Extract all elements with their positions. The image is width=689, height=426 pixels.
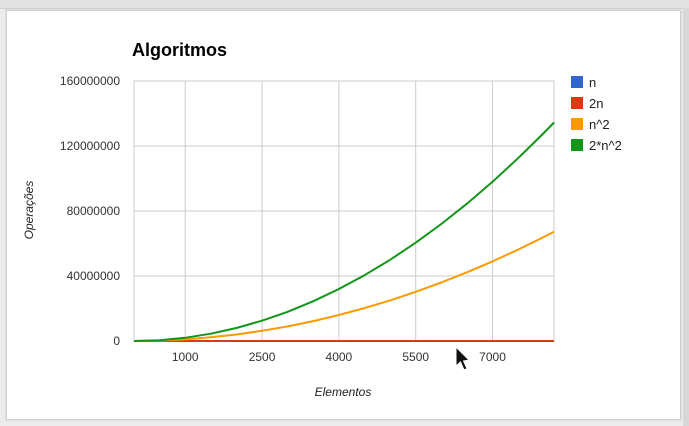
y-tick-label: 120000000	[60, 139, 120, 153]
legend-label: n	[589, 75, 596, 90]
mouse-cursor-icon	[455, 345, 471, 371]
y-axis-label: Operações	[22, 181, 36, 240]
x-axis-label: Elementos	[315, 385, 372, 399]
chart-grid	[133, 80, 555, 342]
legend-swatch	[571, 118, 583, 130]
right-edge-bar	[683, 8, 689, 426]
top-bar	[0, 0, 689, 9]
x-tick-label: 1000	[172, 350, 199, 364]
chart-legend: n 2n n^2 2*n^2	[571, 75, 622, 153]
x-tick-label: 7000	[479, 350, 506, 364]
legend-swatch	[571, 139, 583, 151]
chart-title: Algoritmos	[132, 40, 227, 60]
legend-label: 2*n^2	[589, 138, 622, 153]
series-lines	[133, 121, 555, 342]
y-tick-label: 160000000	[60, 74, 120, 88]
x-axis-ticks: 1000 2500 4000 5500 7000	[172, 350, 506, 364]
legend-label: 2n	[589, 96, 603, 111]
x-tick-label: 2500	[249, 350, 276, 364]
legend-label: n^2	[589, 117, 610, 132]
x-tick-label: 5500	[402, 350, 429, 364]
y-tick-label: 0	[113, 334, 120, 348]
x-tick-label: 4000	[326, 350, 353, 364]
legend-swatch	[571, 76, 583, 88]
y-axis-ticks: 0 40000000 80000000 120000000 160000000	[60, 74, 120, 348]
series-line-n^2	[133, 230, 555, 342]
series-line-2*n^2	[133, 121, 555, 342]
y-tick-label: 40000000	[67, 269, 121, 283]
y-tick-label: 80000000	[67, 204, 121, 218]
legend-swatch	[571, 97, 583, 109]
